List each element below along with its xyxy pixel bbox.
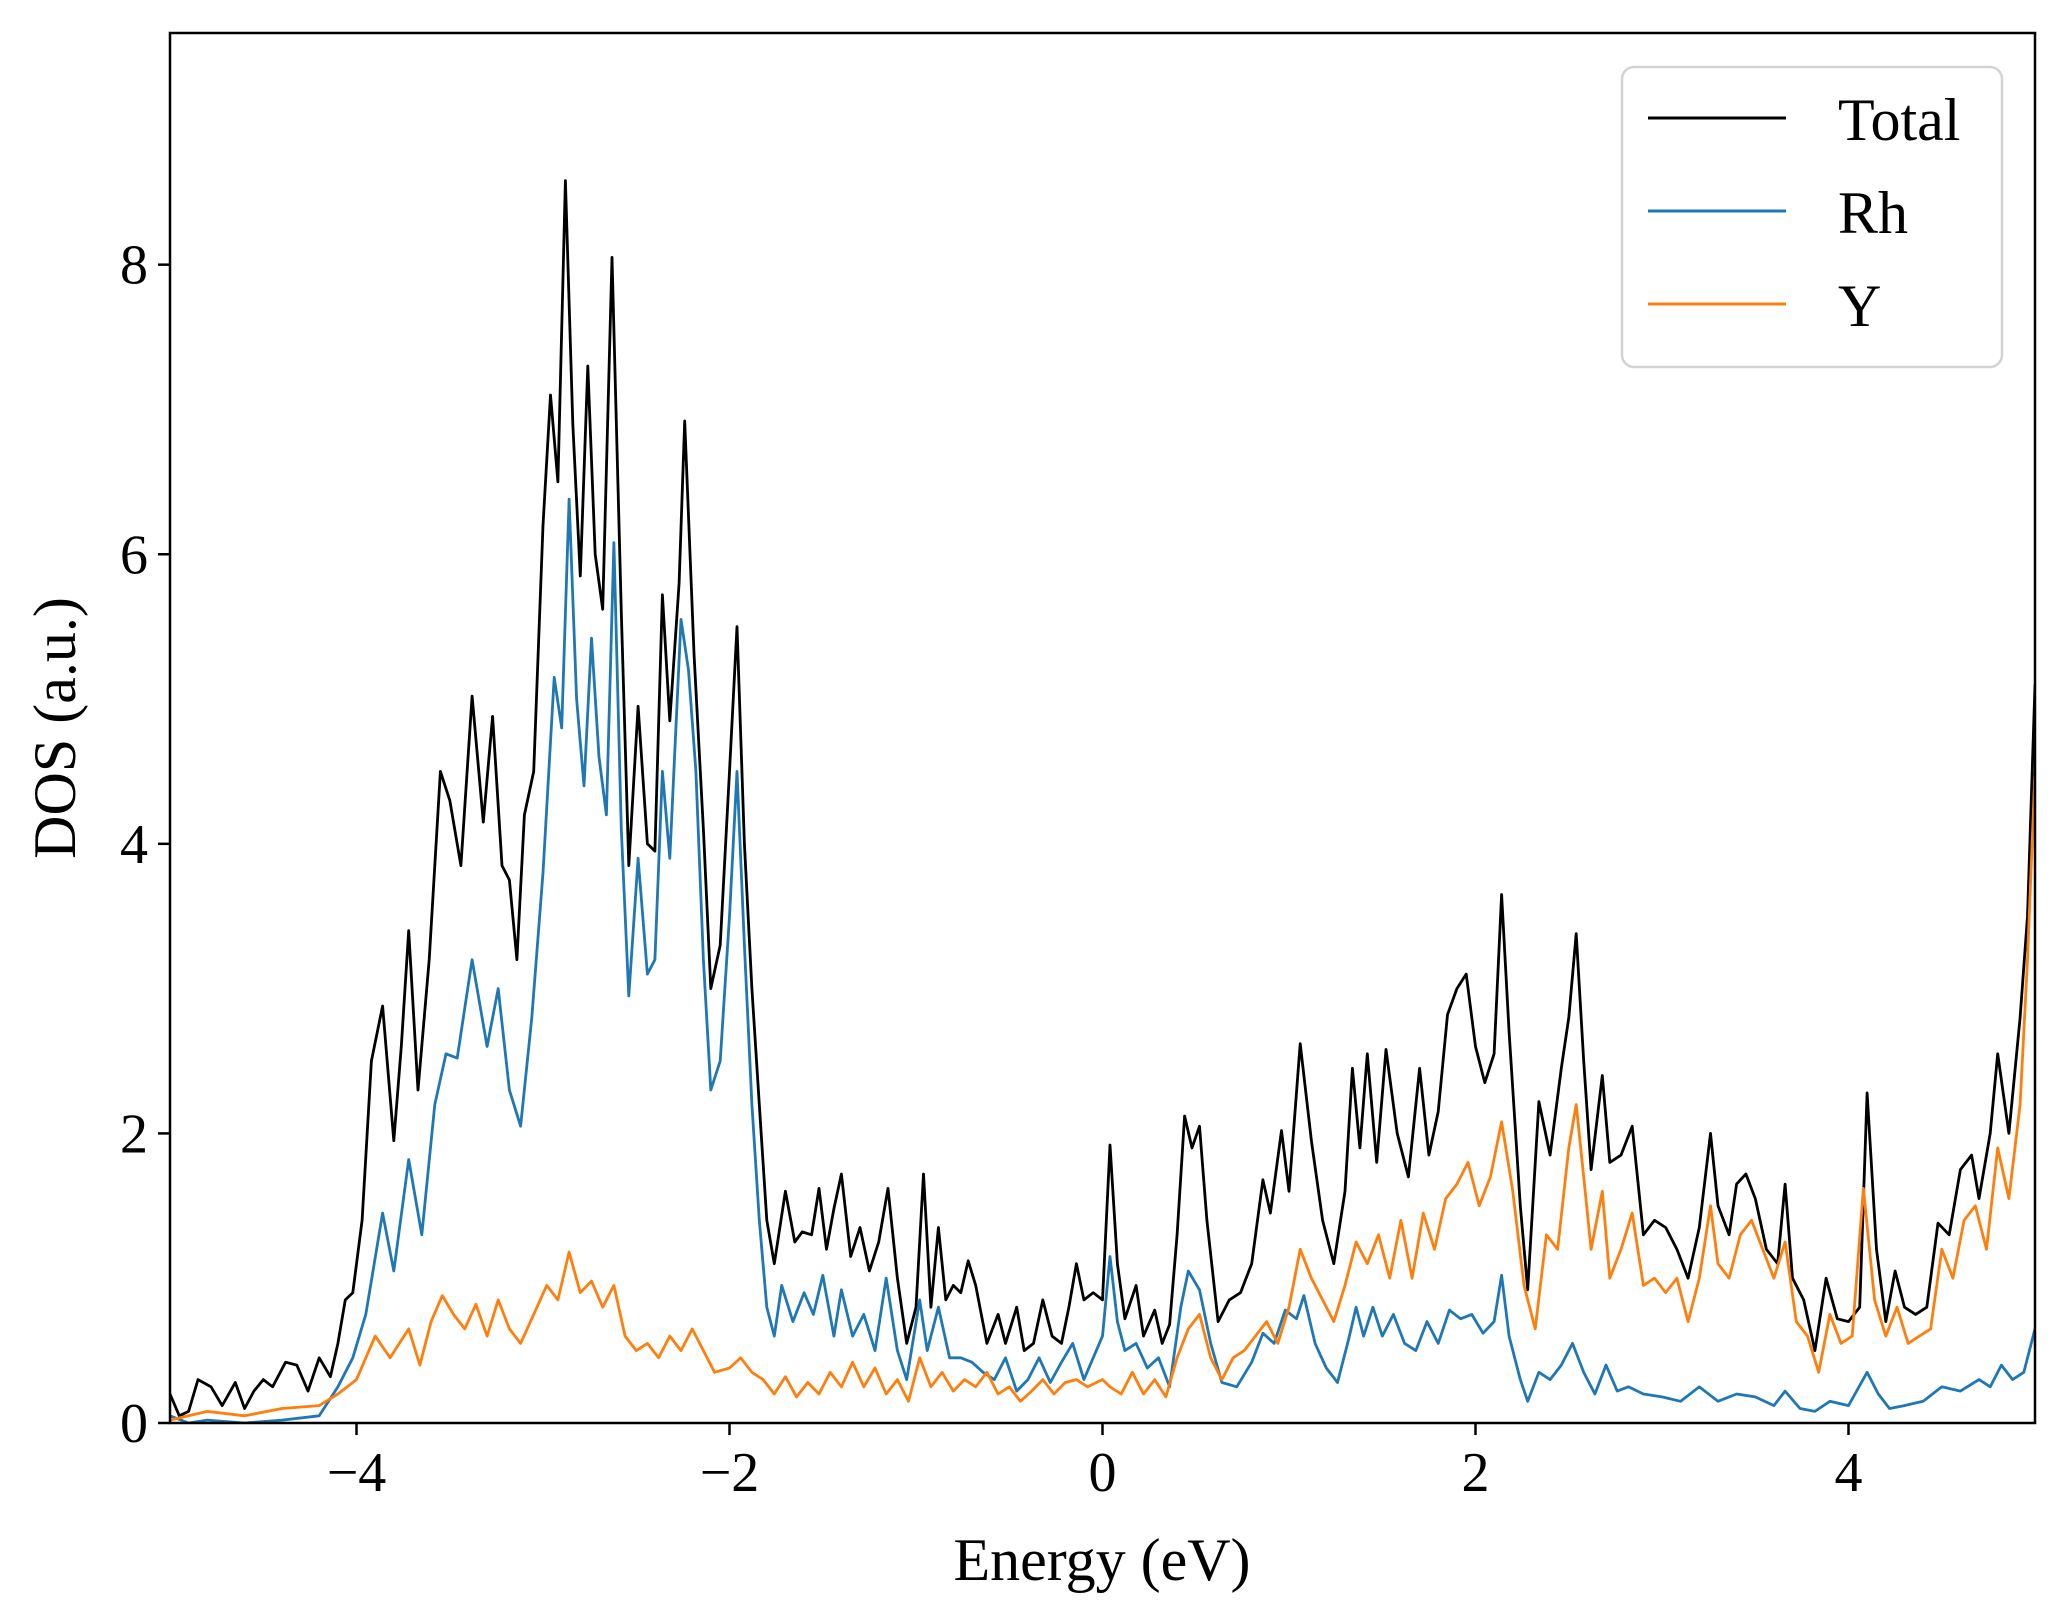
legend-label-total: Total: [1838, 87, 1960, 153]
y-tick-label: 6: [120, 524, 148, 586]
y-tick-label: 8: [120, 235, 148, 297]
series-line-total: [170, 179, 2035, 1418]
x-axis: −4 −2 0 2 4: [327, 1423, 1863, 1504]
legend-label-rh: Rh: [1838, 180, 1908, 246]
x-axis-label: Energy (eV): [953, 1527, 1250, 1593]
y-tick-label: 0: [120, 1393, 148, 1455]
series-line-y: [170, 771, 2035, 1422]
y-tick-label: 2: [120, 1103, 148, 1165]
x-tick-label: 0: [1089, 1442, 1117, 1504]
series-layer: [170, 179, 2035, 1423]
y-tick-label: 4: [120, 814, 148, 876]
x-tick-label: −2: [700, 1442, 760, 1504]
legend: Total Rh Y: [1620, 65, 2004, 369]
x-tick-label: 2: [1462, 1442, 1490, 1504]
x-tick-label: 4: [1835, 1442, 1863, 1504]
y-axis-label: DOS (a.u.): [22, 597, 88, 859]
series-line-rh: [170, 497, 2035, 1423]
legend-label-y: Y: [1838, 273, 1881, 339]
y-axis: 0 2 4 6 8: [120, 235, 170, 1455]
legend-box: [1620, 65, 2004, 369]
x-tick-label: −4: [327, 1442, 387, 1504]
